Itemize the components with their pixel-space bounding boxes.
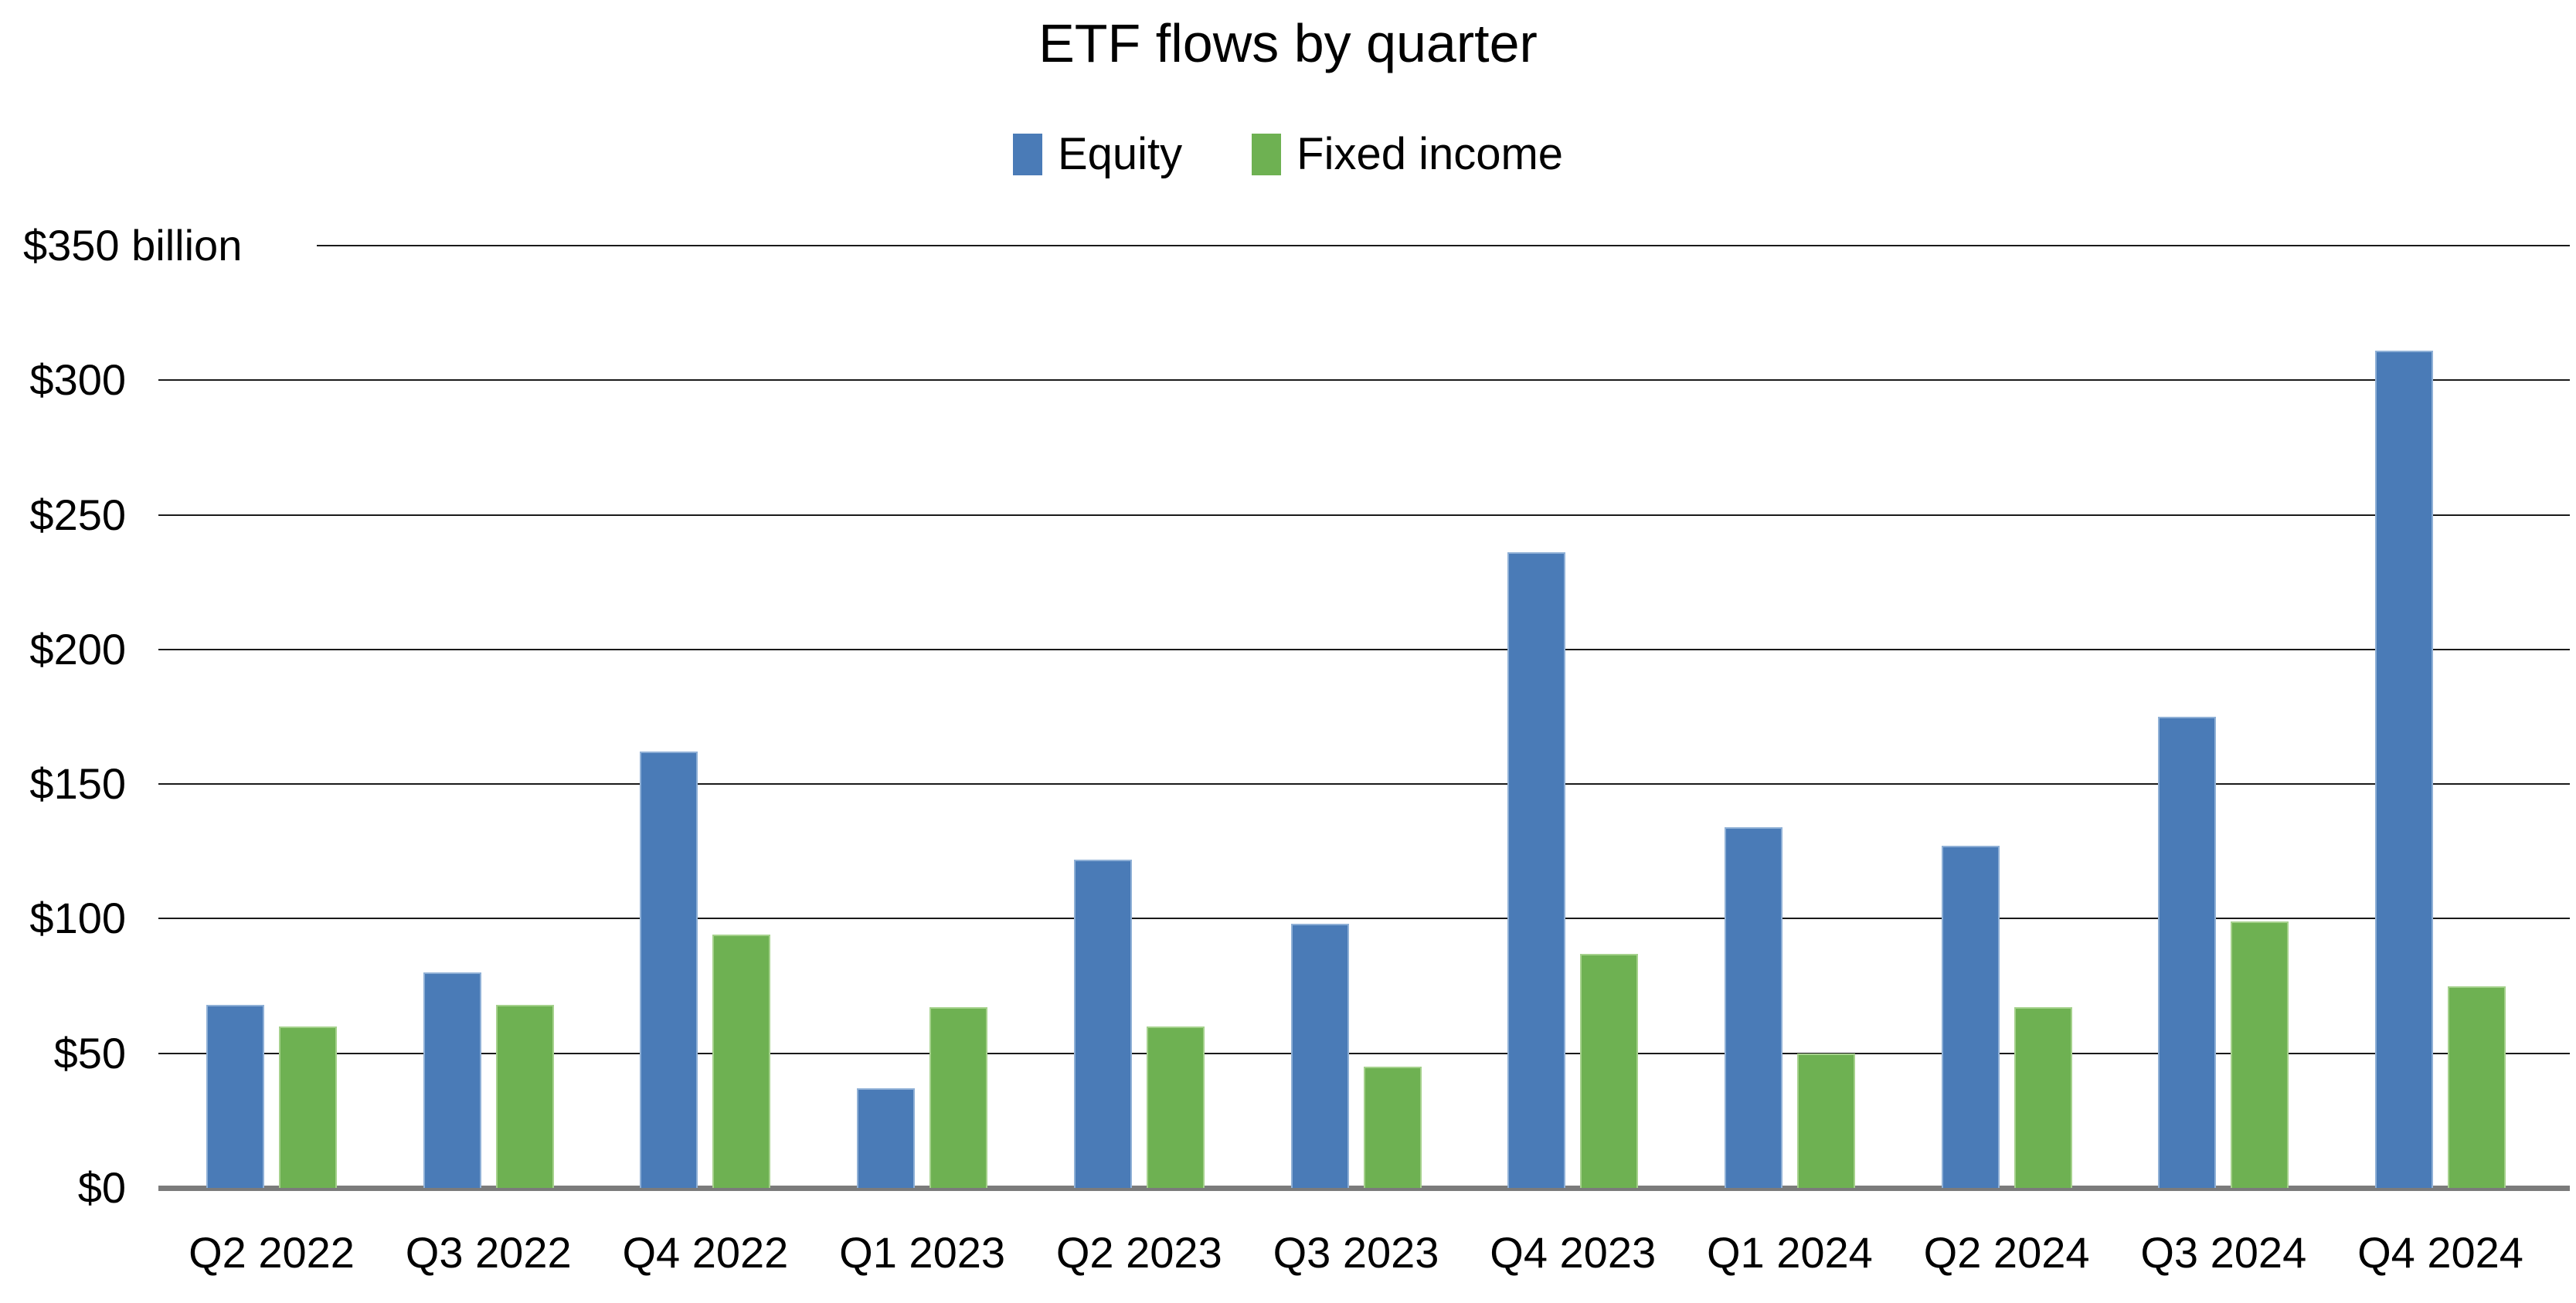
y-tick-label-250: $250	[29, 490, 126, 539]
legend-item-equity: Equity	[1012, 128, 1183, 180]
x-tick-label-q3-2024: Q3 2024	[2140, 1228, 2307, 1277]
bar-equity-q4-2023	[1507, 552, 1566, 1188]
y-tick-label-300: $300	[29, 355, 126, 405]
bar-fixed-income-q4-2024	[2448, 986, 2506, 1188]
bar-equity-q4-2022	[640, 752, 698, 1188]
bar-fixed-income-q1-2023	[929, 1007, 988, 1188]
bar-fixed-income-q2-2024	[2014, 1007, 2072, 1188]
gridline-350	[317, 245, 2570, 246]
gridline-250	[158, 514, 2570, 516]
bar-equity-q3-2024	[2158, 717, 2217, 1188]
bar-equity-q1-2024	[1724, 826, 1782, 1188]
x-tick-label-q3-2023: Q3 2023	[1273, 1228, 1439, 1277]
fixed-income-legend-swatch-icon	[1252, 133, 1282, 175]
bar-equity-q2-2023	[1073, 859, 1132, 1188]
y-tick-label-350: $350 billion	[23, 221, 243, 270]
bar-fixed-income-q1-2024	[1796, 1053, 1855, 1188]
x-tick-label-q2-2023: Q2 2023	[1055, 1228, 1222, 1277]
legend-label-equity: Equity	[1057, 129, 1183, 179]
legend: Equity Fixed income	[0, 128, 2576, 180]
bar-fixed-income-q3-2024	[2231, 921, 2289, 1188]
legend-label-fixed-income: Fixed income	[1296, 129, 1564, 179]
y-tick-label-100: $100	[29, 894, 126, 943]
gridline-150	[158, 783, 2570, 786]
x-tick-label-q1-2023: Q1 2023	[839, 1228, 1006, 1277]
gridline-100	[158, 918, 2570, 920]
chart-title: ETF flows by quarter	[1038, 13, 1538, 73]
gridline-300	[158, 379, 2570, 382]
y-tick-label-200: $200	[29, 624, 126, 674]
bar-fixed-income-q3-2023	[1363, 1067, 1422, 1188]
x-tick-label-q3-2022: Q3 2022	[405, 1228, 572, 1277]
bar-equity-q2-2024	[1941, 846, 2000, 1188]
x-tick-label-q2-2022: Q2 2022	[189, 1228, 355, 1277]
x-tick-label-q1-2024: Q1 2024	[1706, 1228, 1873, 1277]
y-tick-label-0: $0	[77, 1163, 126, 1212]
bar-fixed-income-q4-2023	[1580, 953, 1639, 1188]
bar-equity-q2-2022	[206, 1004, 264, 1188]
x-axis-baseline	[158, 1185, 2570, 1191]
bar-equity-q4-2024	[2375, 350, 2433, 1188]
bar-equity-q3-2023	[1290, 924, 1349, 1188]
x-tick-label-q4-2023: Q4 2023	[1490, 1228, 1657, 1277]
gridline-200	[158, 648, 2570, 650]
bar-equity-q1-2023	[857, 1088, 916, 1188]
bar-fixed-income-q2-2022	[279, 1026, 337, 1188]
y-tick-label-150: $150	[29, 759, 126, 809]
bar-equity-q3-2022	[423, 972, 481, 1188]
x-tick-label-q4-2024: Q4 2024	[2357, 1228, 2523, 1277]
bar-fixed-income-q2-2023	[1146, 1026, 1205, 1188]
gridline-50	[158, 1052, 2570, 1054]
y-tick-label-50: $50	[53, 1028, 126, 1077]
x-tick-label-q4-2022: Q4 2022	[622, 1228, 789, 1277]
equity-legend-swatch-icon	[1012, 133, 1042, 175]
legend-item-fixed-income: Fixed income	[1252, 128, 1563, 180]
bar-fixed-income-q3-2022	[495, 1004, 554, 1188]
bar-fixed-income-q4-2022	[712, 935, 771, 1188]
x-tick-label-q2-2024: Q2 2024	[1923, 1228, 2090, 1277]
